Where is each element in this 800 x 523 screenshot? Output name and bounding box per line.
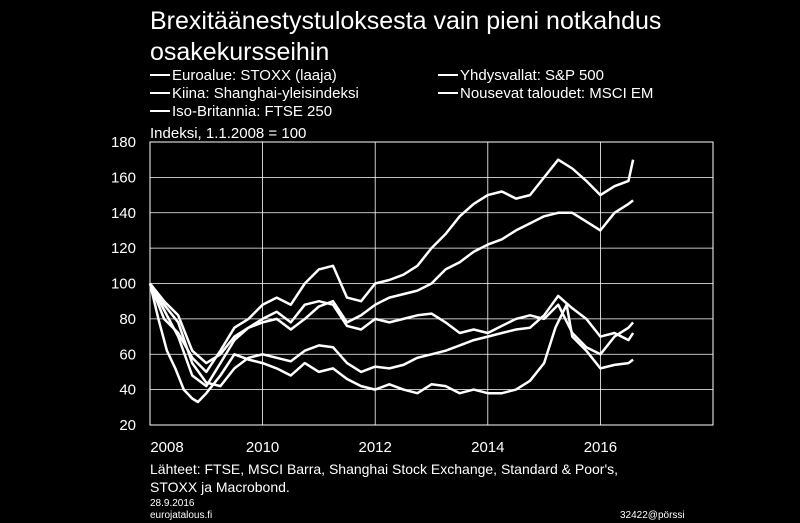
legend-label: Nousevat taloudet: MSCI EM: [460, 85, 654, 102]
legend-swatch: [150, 92, 170, 95]
series-line-4: [148, 158, 635, 374]
y-tick-label: 160: [111, 169, 136, 186]
y-tick-label: 80: [119, 311, 136, 328]
chart-code: 32422@pörssi: [620, 510, 685, 521]
legend-item-shanghai: Kiina: Shanghai-yleisindeksi: [150, 85, 359, 103]
x-tick-label: 2008: [150, 439, 183, 456]
legend: Euroalue: STOXX (laaja) Yhdysvallat: S&P…: [150, 67, 750, 121]
legend-swatch: [438, 92, 458, 95]
y-tick-label: 40: [119, 382, 136, 399]
legend-item-sp500: Yhdysvallat: S&P 500: [438, 67, 604, 85]
series-line-0: [148, 282, 635, 388]
title-line-1: Brexitäänestystuloksesta vain pieni notk…: [150, 7, 662, 35]
x-tick-label: 2016: [584, 439, 617, 456]
source-line-2: STOXX ja Macrobond.: [150, 479, 290, 495]
series-line-1: [149, 199, 634, 365]
y-axis-note: Indeksi, 1.1.2008 = 100: [150, 125, 307, 142]
legend-swatch: [150, 74, 170, 77]
legend-item-stoxx: Euroalue: STOXX (laaja): [150, 67, 337, 85]
source-note: Lähteet: FTSE, MSCI Barra, Shanghai Stoc…: [150, 460, 730, 496]
publication-date: 28.9.2016: [150, 498, 195, 509]
legend-label: Yhdysvallat: S&P 500: [460, 67, 604, 84]
legend-label: Kiina: Shanghai-yleisindeksi: [172, 85, 359, 102]
y-tick-label: 100: [111, 276, 136, 293]
chart-title: Brexitäänestystuloksesta vain pieni notk…: [150, 6, 750, 68]
legend-swatch: [150, 110, 170, 113]
y-tick-label: 120: [111, 240, 136, 257]
source-line-1: Lähteet: FTSE, MSCI Barra, Shanghai Stoc…: [150, 461, 619, 477]
y-tick-label: 140: [111, 205, 136, 222]
legend-item-ftse250: Iso-Britannia: FTSE 250: [150, 103, 332, 121]
website: eurojatalous.fi: [150, 510, 213, 521]
title-line-2: osakekursseihin: [150, 38, 330, 66]
series-line-3: [148, 282, 635, 388]
legend-item-msci-em: Nousevat taloudet: MSCI EM: [438, 85, 653, 103]
y-tick-label: 60: [119, 346, 136, 363]
y-tick-label: 20: [119, 417, 136, 434]
x-tick-label: 2010: [246, 439, 279, 456]
x-tick-label: 2014: [471, 439, 504, 456]
y-tick-label: 180: [111, 134, 136, 151]
legend-label: Iso-Britannia: FTSE 250: [172, 103, 333, 120]
legend-swatch: [438, 74, 458, 77]
legend-label: Euroalue: STOXX (laaja): [172, 67, 337, 84]
series-line-2: [148, 283, 634, 404]
x-tick-label: 2012: [359, 439, 392, 456]
